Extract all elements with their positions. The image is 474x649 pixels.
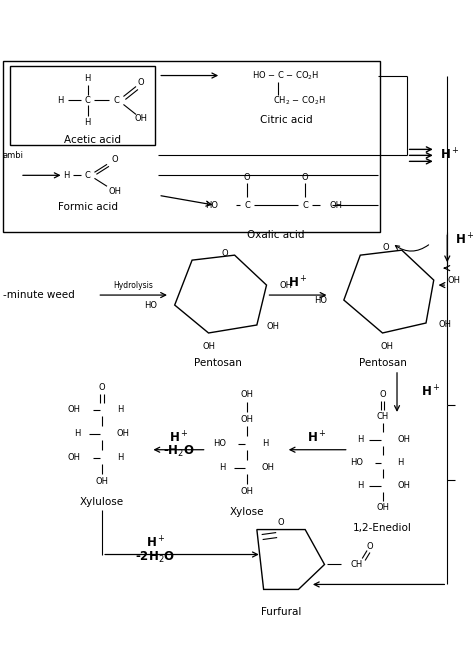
Text: H: H <box>357 435 363 445</box>
Text: Citric acid: Citric acid <box>260 116 312 125</box>
Text: OH: OH <box>241 487 254 496</box>
Text: ambi: ambi <box>3 151 24 160</box>
Text: H$^+$: H$^+$ <box>307 430 327 445</box>
Text: OH: OH <box>134 114 147 123</box>
Bar <box>3 60 380 232</box>
Text: OH: OH <box>438 321 452 330</box>
Text: H: H <box>84 74 91 83</box>
Text: Xylose: Xylose <box>230 507 264 517</box>
Text: O: O <box>99 384 106 393</box>
Text: H: H <box>63 171 70 180</box>
Text: HO: HO <box>144 300 157 310</box>
Text: -H$_2$O: -H$_2$O <box>163 444 194 459</box>
Text: OH: OH <box>108 187 121 196</box>
Text: Pentosan: Pentosan <box>194 358 242 368</box>
Text: OH: OH <box>241 390 254 399</box>
Text: H: H <box>357 481 363 490</box>
Text: Acetic acid: Acetic acid <box>64 136 121 145</box>
Text: OH: OH <box>447 276 460 285</box>
Text: H: H <box>74 429 81 438</box>
Text: Formic acid: Formic acid <box>58 202 118 212</box>
Text: -minute weed: -minute weed <box>3 290 74 300</box>
Text: OH: OH <box>117 429 130 438</box>
Text: OH: OH <box>397 481 410 490</box>
Text: OH: OH <box>68 406 81 414</box>
Text: O: O <box>137 78 144 87</box>
Text: HO: HO <box>205 201 218 210</box>
Text: 1,2-Enediol: 1,2-Enediol <box>353 522 412 533</box>
Text: O: O <box>278 518 284 527</box>
Text: H: H <box>219 463 226 472</box>
Text: C: C <box>244 201 250 210</box>
Text: O: O <box>302 173 309 182</box>
Text: Xylulose: Xylulose <box>80 496 124 507</box>
Text: C: C <box>302 201 308 210</box>
Text: HO: HO <box>213 439 226 448</box>
Text: OH: OH <box>262 463 275 472</box>
Text: H$^+$: H$^+$ <box>146 535 165 550</box>
Text: O: O <box>379 390 386 399</box>
Text: OH: OH <box>241 415 254 424</box>
Text: OH: OH <box>279 280 292 289</box>
Text: OH: OH <box>266 323 280 332</box>
Text: C: C <box>85 171 91 180</box>
Text: CH: CH <box>351 560 363 569</box>
Text: H$^+$: H$^+$ <box>455 232 474 248</box>
Text: C: C <box>114 96 119 105</box>
Text: HO: HO <box>350 458 363 467</box>
Text: H: H <box>262 439 268 448</box>
Text: Furfural: Furfural <box>261 607 301 617</box>
Text: H: H <box>397 458 403 467</box>
Text: OH: OH <box>96 477 109 486</box>
Text: H: H <box>117 453 123 462</box>
Text: O: O <box>382 243 389 252</box>
Text: OH: OH <box>397 435 410 445</box>
Text: Oxalic acid: Oxalic acid <box>247 230 305 240</box>
Text: O: O <box>366 542 373 551</box>
Text: H: H <box>84 118 91 127</box>
Text: H$^+$: H$^+$ <box>288 275 307 291</box>
Text: H$^+$: H$^+$ <box>440 148 460 163</box>
Text: Pentosan: Pentosan <box>358 358 406 368</box>
Text: OH: OH <box>202 343 215 352</box>
Text: OH: OH <box>381 343 394 352</box>
Text: OH: OH <box>376 503 389 512</box>
Text: H: H <box>57 96 64 105</box>
Text: H: H <box>117 406 123 414</box>
Text: OH: OH <box>68 453 81 462</box>
Text: HO: HO <box>314 295 328 304</box>
Text: OH: OH <box>329 201 342 210</box>
Text: O: O <box>244 173 250 182</box>
Text: -2H$_2$O: -2H$_2$O <box>136 550 175 565</box>
Text: Hydrolysis: Hydrolysis <box>113 280 153 289</box>
Text: CH: CH <box>376 412 389 421</box>
Text: H$^+$: H$^+$ <box>169 430 188 445</box>
Text: O: O <box>111 155 118 164</box>
Text: CH$_2$ $-$ CO$_2$H: CH$_2$ $-$ CO$_2$H <box>273 94 326 106</box>
Bar <box>10 66 155 145</box>
Text: O: O <box>222 249 228 258</box>
Text: HO $-$ C $-$ CO$_2$H: HO $-$ C $-$ CO$_2$H <box>252 69 319 82</box>
Text: H$^+$: H$^+$ <box>421 384 441 400</box>
Text: C: C <box>85 96 91 105</box>
